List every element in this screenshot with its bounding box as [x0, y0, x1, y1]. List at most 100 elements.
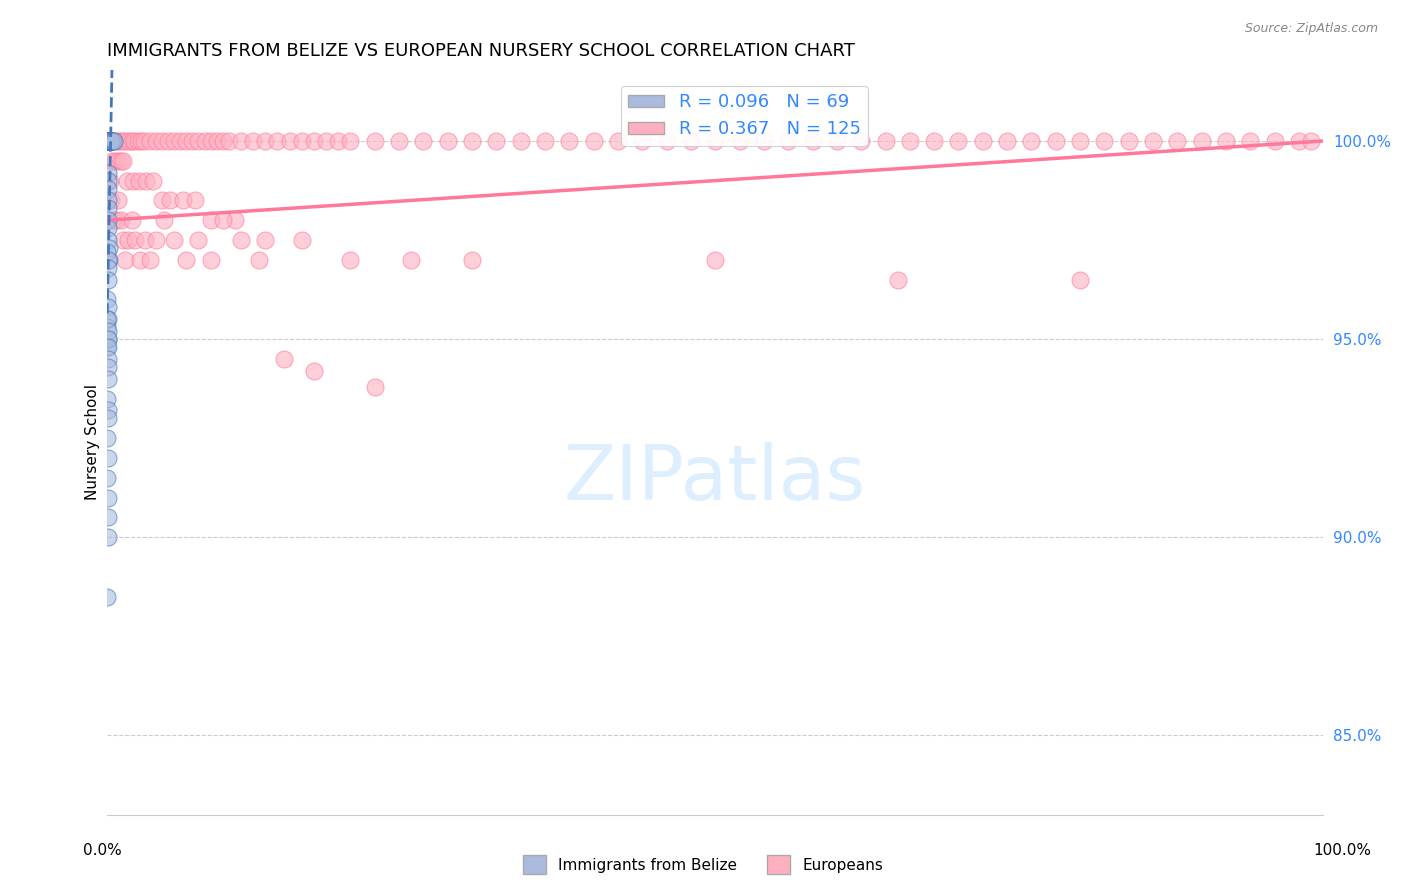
Point: [97, 372, 120, 386]
Point: [1045, 134, 1067, 148]
Point: [174, 134, 197, 148]
Point: [98, 134, 121, 148]
Y-axis label: Nursery School: Nursery School: [86, 384, 100, 500]
Point: [607, 134, 630, 148]
Point: [631, 134, 654, 148]
Point: [124, 233, 146, 247]
Point: [97, 134, 120, 148]
Point: [110, 153, 132, 168]
Point: [145, 134, 167, 148]
Point: [97, 134, 120, 148]
Point: [509, 134, 531, 148]
Point: [187, 134, 209, 148]
Point: [200, 134, 222, 148]
Point: [187, 233, 209, 247]
Point: [97, 134, 120, 148]
Point: [150, 194, 173, 208]
Point: [111, 134, 134, 148]
Point: [339, 252, 361, 267]
Point: [103, 213, 125, 227]
Point: [97, 359, 120, 374]
Point: [995, 134, 1018, 148]
Point: [752, 134, 775, 148]
Point: [97, 301, 120, 315]
Legend: R = 0.096   N = 69, R = 0.367   N = 125: R = 0.096 N = 69, R = 0.367 N = 125: [621, 87, 868, 145]
Point: [704, 134, 727, 148]
Point: [461, 134, 484, 148]
Point: [97, 403, 120, 417]
Point: [96, 312, 118, 326]
Point: [97, 332, 120, 346]
Point: [200, 213, 222, 227]
Point: [1191, 134, 1213, 148]
Point: [98, 134, 121, 148]
Point: [96, 340, 118, 354]
Point: [875, 134, 897, 148]
Point: [200, 252, 222, 267]
Point: [97, 411, 120, 425]
Point: [1021, 134, 1043, 148]
Point: [134, 233, 156, 247]
Point: [128, 173, 150, 187]
Point: [96, 471, 118, 485]
Point: [172, 194, 194, 208]
Point: [100, 134, 122, 148]
Point: [96, 590, 118, 604]
Text: Source: ZipAtlas.com: Source: ZipAtlas.com: [1244, 22, 1378, 36]
Point: [103, 134, 125, 148]
Point: [108, 134, 131, 148]
Point: [1092, 134, 1115, 148]
Point: [328, 134, 350, 148]
Point: [104, 213, 127, 227]
Point: [114, 134, 136, 148]
Point: [205, 134, 228, 148]
Point: [97, 173, 120, 187]
Point: [153, 213, 176, 227]
Text: IMMIGRANTS FROM BELIZE VS EUROPEAN NURSERY SCHOOL CORRELATION CHART: IMMIGRANTS FROM BELIZE VS EUROPEAN NURSE…: [107, 42, 855, 60]
Point: [97, 233, 120, 247]
Point: [98, 134, 121, 148]
Point: [1069, 134, 1091, 148]
Point: [97, 252, 120, 267]
Point: [97, 194, 120, 208]
Point: [157, 134, 180, 148]
Point: [1288, 134, 1310, 148]
Point: [266, 134, 288, 148]
Point: [534, 134, 557, 148]
Point: [97, 134, 120, 148]
Point: [112, 233, 135, 247]
Point: [98, 134, 121, 148]
Point: [112, 153, 135, 168]
Point: [1301, 134, 1323, 148]
Point: [129, 134, 152, 148]
Point: [98, 173, 121, 187]
Point: [972, 134, 994, 148]
Point: [100, 134, 122, 148]
Point: [898, 134, 921, 148]
Point: [98, 134, 121, 148]
Point: [412, 134, 434, 148]
Point: [142, 173, 165, 187]
Point: [302, 134, 325, 148]
Point: [121, 173, 143, 187]
Point: [582, 134, 605, 148]
Point: [96, 392, 118, 406]
Point: [461, 252, 484, 267]
Point: [315, 134, 337, 148]
Point: [1142, 134, 1164, 148]
Point: [115, 173, 138, 187]
Point: [98, 134, 121, 148]
Point: [100, 134, 122, 148]
Point: [122, 134, 145, 148]
Point: [97, 134, 120, 148]
Point: [181, 134, 204, 148]
Point: [886, 273, 908, 287]
Point: [97, 134, 120, 148]
Point: [302, 364, 325, 378]
Point: [97, 530, 120, 544]
Point: [224, 213, 246, 227]
Point: [485, 134, 508, 148]
Point: [97, 134, 120, 148]
Point: [96, 244, 118, 259]
Point: [97, 510, 120, 524]
